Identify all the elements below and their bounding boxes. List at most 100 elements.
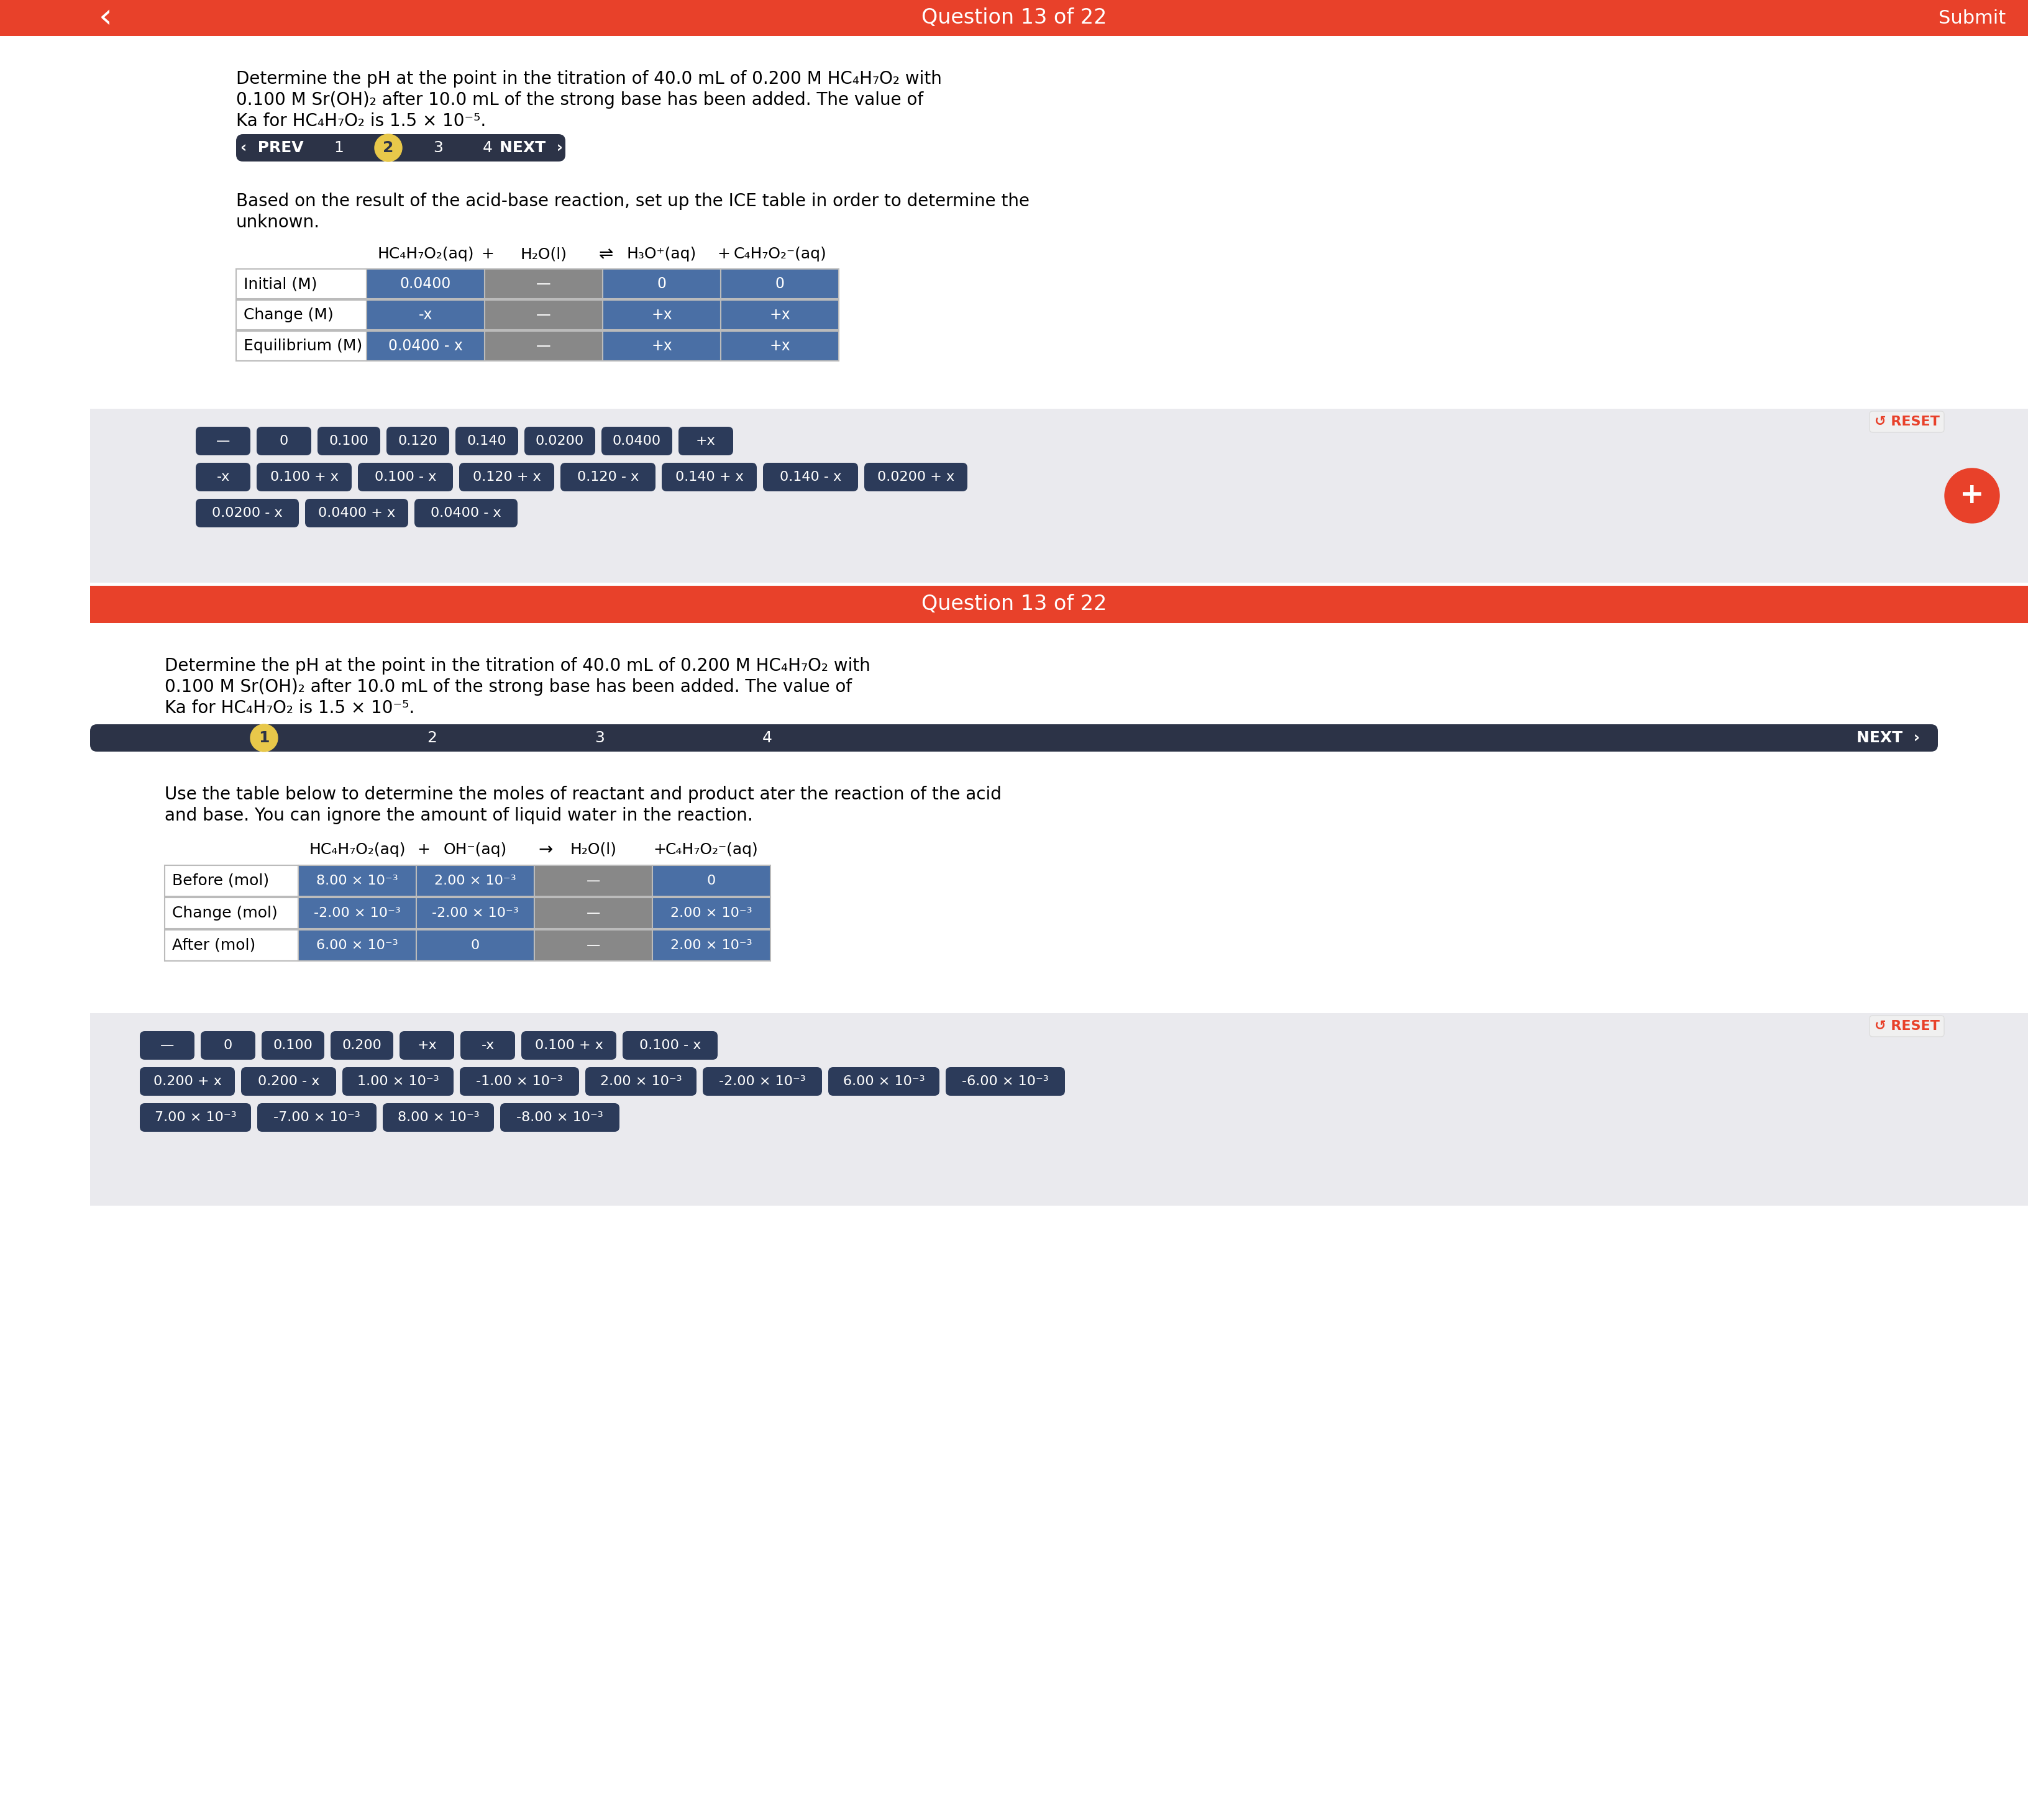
- FancyBboxPatch shape: [318, 426, 381, 455]
- Bar: [164, 864, 298, 895]
- Text: Based on the result of the acid-base reaction, set up the ICE table in order to : Based on the result of the acid-base rea…: [235, 193, 1030, 209]
- FancyBboxPatch shape: [197, 426, 249, 455]
- Text: —: —: [160, 1039, 174, 1052]
- Text: -x: -x: [481, 1039, 495, 1052]
- Text: 2: 2: [383, 140, 393, 155]
- Bar: [235, 300, 367, 329]
- FancyBboxPatch shape: [331, 1032, 393, 1059]
- Text: 0.140: 0.140: [466, 435, 507, 448]
- Text: -7.00 × 10⁻³: -7.00 × 10⁻³: [274, 1112, 361, 1123]
- FancyBboxPatch shape: [460, 1067, 580, 1096]
- Bar: [416, 864, 533, 895]
- Text: C₄H₇O₂⁻(aq): C₄H₇O₂⁻(aq): [665, 843, 758, 857]
- Bar: [653, 864, 771, 895]
- Text: 0.140 + x: 0.140 + x: [675, 471, 744, 484]
- FancyBboxPatch shape: [241, 1067, 337, 1096]
- FancyBboxPatch shape: [400, 1032, 454, 1059]
- Text: →: →: [537, 841, 554, 859]
- Text: OH⁻(aq): OH⁻(aq): [444, 843, 507, 857]
- Text: 0.120: 0.120: [397, 435, 438, 448]
- Text: H₃O⁺(aq): H₃O⁺(aq): [627, 246, 696, 262]
- FancyBboxPatch shape: [521, 1032, 617, 1059]
- Text: Question 13 of 22: Question 13 of 22: [921, 593, 1107, 615]
- Bar: [298, 897, 416, 928]
- Text: 0.0200 - x: 0.0200 - x: [213, 506, 282, 519]
- Text: 6.00 × 10⁻³: 6.00 × 10⁻³: [844, 1076, 925, 1088]
- Text: Initial (M): Initial (M): [243, 277, 316, 291]
- Text: H₂O(l): H₂O(l): [570, 843, 617, 857]
- Text: 0.0400 - x: 0.0400 - x: [430, 506, 501, 519]
- Text: —: —: [586, 906, 600, 919]
- Text: —: —: [217, 435, 229, 448]
- Bar: [164, 930, 298, 961]
- Text: +x: +x: [651, 308, 671, 322]
- Text: After (mol): After (mol): [172, 937, 256, 954]
- Text: +x: +x: [769, 308, 791, 322]
- Text: -x: -x: [418, 308, 432, 322]
- Text: +x: +x: [651, 339, 671, 353]
- FancyBboxPatch shape: [560, 462, 655, 491]
- Text: 0.200 + x: 0.200 + x: [154, 1076, 221, 1088]
- Text: —: —: [586, 875, 600, 886]
- Text: 4: 4: [763, 730, 773, 746]
- FancyBboxPatch shape: [827, 1067, 939, 1096]
- Text: 0.140 - x: 0.140 - x: [779, 471, 842, 484]
- Bar: [602, 300, 720, 329]
- Circle shape: [1945, 468, 2000, 522]
- Bar: [298, 930, 416, 961]
- Text: Change (M): Change (M): [243, 308, 333, 322]
- FancyBboxPatch shape: [258, 1103, 377, 1132]
- Text: -8.00 × 10⁻³: -8.00 × 10⁻³: [517, 1112, 602, 1123]
- FancyBboxPatch shape: [763, 462, 858, 491]
- FancyBboxPatch shape: [197, 499, 298, 528]
- Text: +: +: [718, 246, 730, 262]
- Text: Determine the pH at the point in the titration of 40.0 mL of 0.200 M HC₄H₇O₂ wit: Determine the pH at the point in the tit…: [164, 657, 870, 675]
- Text: 3: 3: [594, 730, 604, 746]
- Bar: [367, 300, 485, 329]
- Text: unknown.: unknown.: [235, 213, 320, 231]
- Text: 0.100 - x: 0.100 - x: [375, 471, 436, 484]
- FancyBboxPatch shape: [456, 426, 519, 455]
- FancyBboxPatch shape: [140, 1032, 195, 1059]
- Text: 0.200 - x: 0.200 - x: [258, 1076, 320, 1088]
- Text: H₂O(l): H₂O(l): [521, 246, 568, 262]
- FancyBboxPatch shape: [258, 426, 310, 455]
- Text: +x: +x: [696, 435, 716, 448]
- Text: -2.00 × 10⁻³: -2.00 × 10⁻³: [720, 1076, 805, 1088]
- FancyBboxPatch shape: [262, 1032, 324, 1059]
- FancyBboxPatch shape: [383, 1103, 495, 1132]
- Bar: [653, 930, 771, 961]
- FancyBboxPatch shape: [586, 1067, 696, 1096]
- Text: 2.00 × 10⁻³: 2.00 × 10⁻³: [600, 1076, 681, 1088]
- Text: +x: +x: [769, 339, 791, 353]
- Text: 0.120 - x: 0.120 - x: [578, 471, 639, 484]
- Text: 1.00 × 10⁻³: 1.00 × 10⁻³: [357, 1076, 438, 1088]
- Circle shape: [375, 135, 402, 162]
- Text: Submit: Submit: [1939, 9, 2006, 27]
- Bar: [89, 1014, 2028, 1205]
- Bar: [164, 897, 298, 928]
- FancyBboxPatch shape: [525, 426, 596, 455]
- FancyBboxPatch shape: [623, 1032, 718, 1059]
- Text: 0: 0: [708, 875, 716, 886]
- Bar: [485, 331, 602, 360]
- Text: +: +: [418, 843, 430, 857]
- FancyBboxPatch shape: [458, 462, 554, 491]
- Text: 1: 1: [260, 730, 270, 746]
- Text: -2.00 × 10⁻³: -2.00 × 10⁻³: [314, 906, 402, 919]
- Text: 0: 0: [223, 1039, 233, 1052]
- Bar: [653, 897, 771, 928]
- Text: 0.120 + x: 0.120 + x: [473, 471, 541, 484]
- Text: Question 13 of 22: Question 13 of 22: [921, 7, 1107, 29]
- Text: +: +: [1959, 482, 1983, 510]
- Text: 0.0400 + x: 0.0400 + x: [318, 506, 395, 519]
- Text: 4: 4: [483, 140, 493, 155]
- FancyBboxPatch shape: [460, 1032, 515, 1059]
- Bar: [367, 331, 485, 360]
- Text: Ka for HC₄H₇O₂ is 1.5 × 10⁻⁵.: Ka for HC₄H₇O₂ is 1.5 × 10⁻⁵.: [235, 113, 487, 129]
- Bar: [235, 269, 367, 298]
- Bar: [485, 300, 602, 329]
- FancyBboxPatch shape: [661, 462, 756, 491]
- Text: Determine the pH at the point in the titration of 40.0 mL of 0.200 M HC₄H₇O₂ wit: Determine the pH at the point in the tit…: [235, 71, 941, 87]
- Text: 2.00 × 10⁻³: 2.00 × 10⁻³: [671, 906, 752, 919]
